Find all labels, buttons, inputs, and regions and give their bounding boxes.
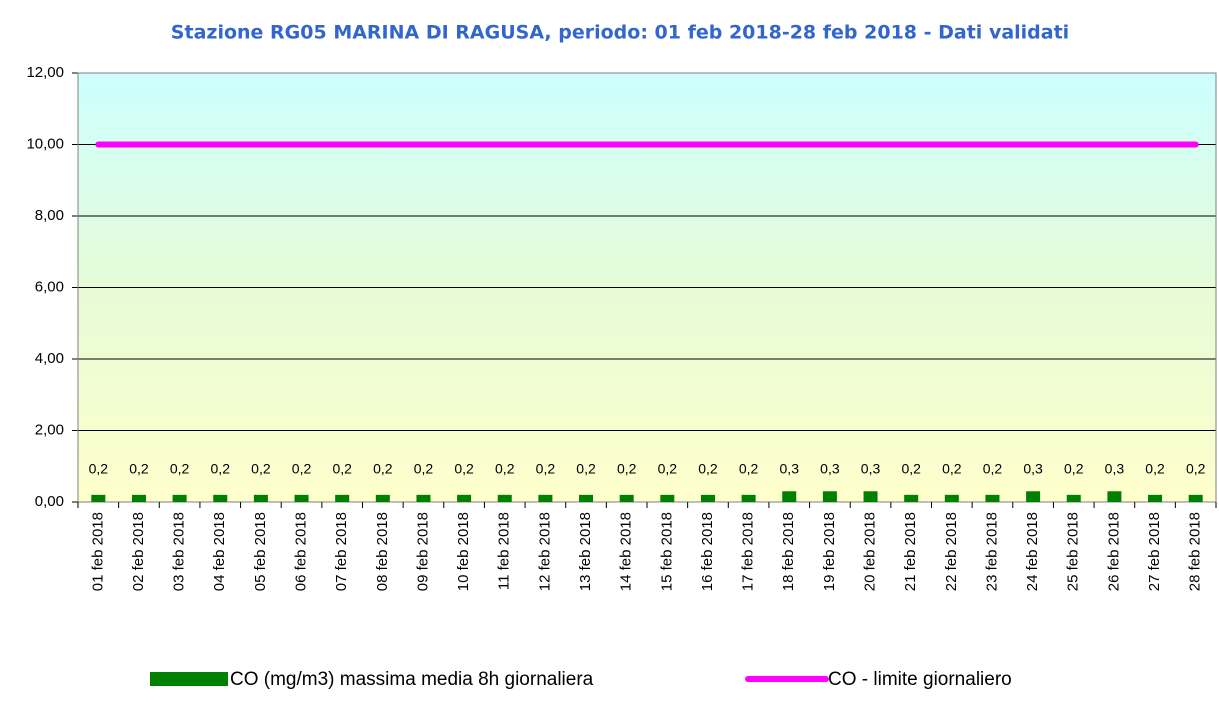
value-label: 0,2 <box>251 461 271 477</box>
x-tick-label: 25 feb 2018 <box>1065 512 1082 591</box>
value-label: 0,2 <box>901 461 921 477</box>
bar <box>1148 494 1163 502</box>
value-label: 0,3 <box>1023 461 1043 477</box>
x-tick-label: 27 feb 2018 <box>1146 512 1163 591</box>
x-tick-label: 01 feb 2018 <box>89 512 106 591</box>
bar <box>1026 491 1041 502</box>
bar <box>335 494 350 502</box>
value-label: 0,2 <box>1064 461 1084 477</box>
value-label: 0,3 <box>780 461 800 477</box>
bar <box>904 494 919 502</box>
value-label: 0,2 <box>454 461 474 477</box>
bar <box>579 494 594 502</box>
bar <box>213 494 228 502</box>
x-tick-label: 14 feb 2018 <box>618 512 635 591</box>
bar <box>741 494 756 502</box>
value-label: 0,2 <box>1186 461 1206 477</box>
chart-title: Stazione RG05 MARINA DI RAGUSA, periodo:… <box>171 22 1069 44</box>
bar <box>538 494 553 502</box>
value-label: 0,3 <box>820 461 840 477</box>
bar <box>294 494 309 502</box>
x-tick-label: 08 feb 2018 <box>374 512 391 591</box>
value-label: 0,3 <box>1105 461 1125 477</box>
bar <box>660 494 675 502</box>
x-tick-label: 21 feb 2018 <box>902 512 919 591</box>
y-tick-label: 10,00 <box>26 135 64 152</box>
x-tick-label: 12 feb 2018 <box>536 512 553 591</box>
y-tick-label: 6,00 <box>35 278 64 295</box>
x-tick-label: 07 feb 2018 <box>333 512 350 591</box>
bar <box>944 494 959 502</box>
legend-label: CO (mg/m3) massima media 8h giornaliera <box>230 669 594 690</box>
x-tick-label: 13 feb 2018 <box>577 512 594 591</box>
bar <box>91 494 106 502</box>
y-tick-label: 4,00 <box>35 350 64 367</box>
legend-label: CO - limite giornaliero <box>828 669 1012 690</box>
bar <box>700 494 715 502</box>
x-tick-label: 15 feb 2018 <box>658 512 675 591</box>
y-tick-label: 2,00 <box>35 421 64 438</box>
x-tick-label: 05 feb 2018 <box>252 512 269 591</box>
value-label: 0,2 <box>292 461 312 477</box>
value-label: 0,2 <box>617 461 637 477</box>
x-tick-label: 18 feb 2018 <box>780 512 797 591</box>
value-label: 0,2 <box>170 461 190 477</box>
value-label: 0,2 <box>536 461 556 477</box>
x-tick-label: 23 feb 2018 <box>983 512 1000 591</box>
bar <box>253 494 268 502</box>
bar <box>985 494 1000 502</box>
x-tick-label: 24 feb 2018 <box>1024 512 1041 591</box>
value-label: 0,2 <box>211 461 231 477</box>
bar <box>782 491 797 502</box>
x-tick-label: 02 feb 2018 <box>130 512 147 591</box>
bar <box>863 491 878 502</box>
value-label: 0,2 <box>739 461 759 477</box>
legend-swatch <box>150 672 228 686</box>
bar <box>619 494 634 502</box>
value-label: 0,2 <box>414 461 434 477</box>
x-tick-label: 16 feb 2018 <box>699 512 716 591</box>
bar <box>172 494 187 502</box>
x-tick-label: 22 feb 2018 <box>943 512 960 591</box>
bar <box>822 491 837 502</box>
x-tick-label: 26 feb 2018 <box>1105 512 1122 591</box>
value-label: 0,2 <box>495 461 515 477</box>
value-label: 0,2 <box>983 461 1003 477</box>
x-tick-label: 10 feb 2018 <box>455 512 472 591</box>
x-tick-label: 06 feb 2018 <box>293 512 310 591</box>
x-tick-label: 04 feb 2018 <box>211 512 228 591</box>
bar <box>497 494 512 502</box>
x-tick-label: 11 feb 2018 <box>496 512 513 590</box>
bar <box>457 494 472 502</box>
bar <box>131 494 146 502</box>
x-tick-label: 28 feb 2018 <box>1187 512 1204 591</box>
value-label: 0,2 <box>576 461 596 477</box>
bar <box>1188 494 1203 502</box>
x-tick-label: 03 feb 2018 <box>171 512 188 591</box>
value-label: 0,2 <box>658 461 678 477</box>
x-tick-label: 19 feb 2018 <box>821 512 838 591</box>
value-label: 0,3 <box>861 461 881 477</box>
value-label: 0,2 <box>698 461 718 477</box>
value-label: 0,2 <box>1145 461 1165 477</box>
bar <box>1066 494 1081 502</box>
x-tick-label: 17 feb 2018 <box>740 512 757 591</box>
bar <box>375 494 390 502</box>
bar <box>416 494 431 502</box>
value-label: 0,2 <box>373 461 393 477</box>
x-tick-label: 09 feb 2018 <box>414 512 431 591</box>
x-tick-label: 20 feb 2018 <box>862 512 879 591</box>
value-label: 0,2 <box>332 461 352 477</box>
value-label: 0,2 <box>129 461 149 477</box>
bar <box>1107 491 1122 502</box>
y-tick-label: 12,00 <box>26 64 64 81</box>
y-tick-label: 8,00 <box>35 207 64 224</box>
value-label: 0,2 <box>89 461 109 477</box>
value-label: 0,2 <box>942 461 962 477</box>
y-tick-label: 0,00 <box>35 493 64 510</box>
